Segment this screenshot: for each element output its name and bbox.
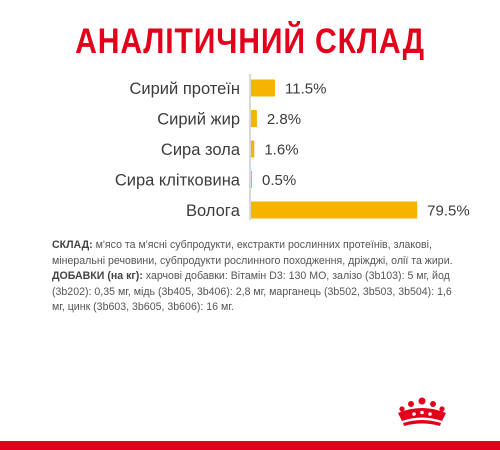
value-label: 1.6%: [264, 142, 298, 159]
crown-logo-icon: [398, 397, 446, 426]
composition-paragraph: СКЛАД: м'ясо та м'ясні субпродукти, екст…: [52, 238, 464, 269]
bar: [251, 171, 252, 188]
category-label: Сира клітковина: [115, 172, 241, 190]
value-label: 11.5%: [285, 81, 326, 98]
value-label: 0.5%: [262, 172, 296, 189]
composition-label: СКЛАД:: [52, 239, 93, 251]
additives-label: ДОБАВКИ (на кг):: [52, 270, 143, 282]
additives-paragraph: ДОБАВКИ (на кг): харчові добавки: Вітамі…: [52, 269, 464, 316]
bar: [251, 79, 275, 97]
category-label: Сира зола: [161, 141, 241, 159]
value-label: 2.8%: [267, 111, 301, 128]
category-label: Сирий протеїн: [130, 80, 241, 98]
composition-text: м'ясо та м'ясні субпродукти, екстракти р…: [52, 239, 453, 267]
additives-text: харчові добавки: Вітамін D3: 130 МО, зал…: [52, 270, 452, 313]
bar: [251, 110, 257, 127]
value-label: 79.5%: [427, 203, 470, 220]
bar: [251, 140, 255, 158]
analysis-bar-chart: Сирий протеїн 11.5% Сирий жир 2.8% Сира зола…: [115, 74, 470, 220]
category-label: Сирий жир: [157, 111, 240, 129]
composition-section: СКЛАД: м'ясо та м'ясні субпродукти, екст…: [52, 238, 464, 316]
bottom-brand-line: [0, 441, 500, 450]
chart-title: АНАЛІТИЧНИЙ СКЛАД: [75, 22, 425, 61]
category-label: Вологa: [186, 202, 241, 220]
bar: [251, 201, 418, 219]
